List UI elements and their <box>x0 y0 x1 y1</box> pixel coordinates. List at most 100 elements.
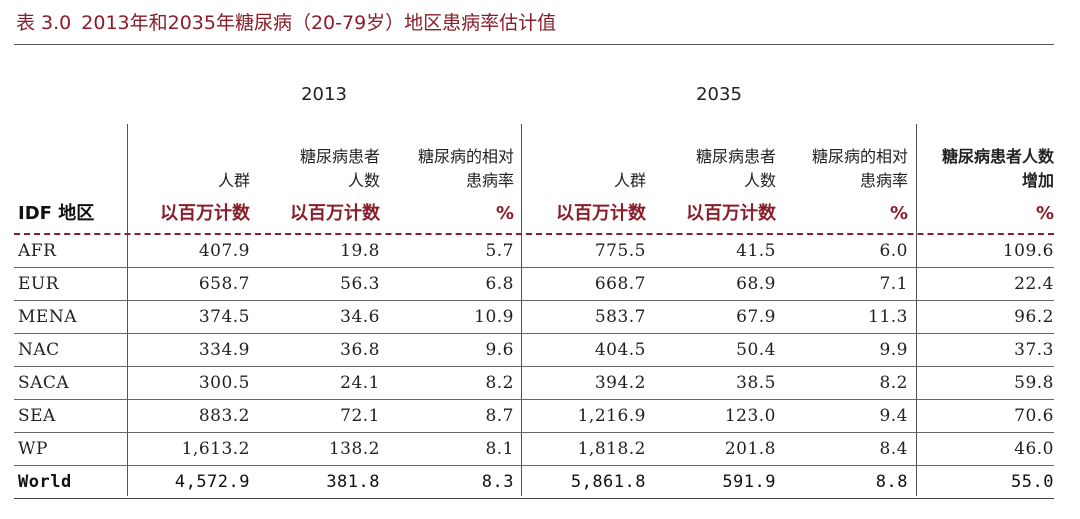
value-cell: 583.7 <box>594 307 646 327</box>
column-header: 糖尿病患者 人数 <box>255 145 380 193</box>
value-cell: 8.8 <box>875 472 908 492</box>
region-cell: WP <box>18 439 48 459</box>
value-cell: 374.5 <box>198 307 250 327</box>
value-cell: 37.3 <box>1014 340 1054 360</box>
column-header: 人群 <box>132 145 250 193</box>
value-cell: 59.8 <box>1014 373 1054 393</box>
region-column-header: IDF 地区 <box>18 203 95 224</box>
value-cell: 34.6 <box>340 307 380 327</box>
region-cell: EUR <box>18 274 60 294</box>
value-cell: 41.5 <box>736 241 776 261</box>
value-cell: 55.0 <box>1011 472 1054 492</box>
title-rule <box>14 44 1054 45</box>
table-row: MENA 374.5 34.6 10.9 583.7 67.9 11.3 96.2 <box>0 301 1080 334</box>
row-divider <box>14 498 1054 499</box>
value-cell: 883.2 <box>198 406 250 426</box>
row-divider <box>14 465 1054 466</box>
value-cell: 381.8 <box>326 472 380 492</box>
column-header-line2: 增加 <box>1021 171 1054 190</box>
value-cell: 24.1 <box>340 373 380 393</box>
value-cell: 8.2 <box>879 373 908 393</box>
value-cell: 4,572.9 <box>174 472 250 492</box>
value-cell: 334.9 <box>198 340 250 360</box>
region-cell: MENA <box>18 307 77 327</box>
value-cell: 8.2 <box>485 373 514 393</box>
column-header-line2: 人群 <box>217 171 250 190</box>
column-unit: 以百万计数 <box>290 203 380 224</box>
row-divider <box>14 300 1054 301</box>
column-header-line1: 糖尿病的相对 <box>417 147 514 166</box>
value-cell: 22.4 <box>1014 274 1054 294</box>
value-cell: 11.3 <box>868 307 908 327</box>
table-row: AFR 407.9 19.8 5.7 775.5 41.5 6.0 109.6 <box>0 235 1080 268</box>
column-unit: % <box>1035 203 1054 224</box>
value-cell: 658.7 <box>198 274 250 294</box>
value-cell: 775.5 <box>594 241 646 261</box>
value-cell: 50.4 <box>736 340 776 360</box>
table-title: 表 3.0 2013年和2035年糖尿病（20-79岁）地区患病率估计值 <box>16 8 556 38</box>
column-header-line2: 患病率 <box>465 171 514 190</box>
value-cell: 300.5 <box>198 373 250 393</box>
value-cell: 109.6 <box>1002 241 1054 261</box>
column-header: 人群 <box>526 145 646 193</box>
value-cell: 138.2 <box>328 439 380 459</box>
table-row: WP 1,613.2 138.2 8.1 1,818.2 201.8 8.4 46.0 <box>0 433 1080 466</box>
table-row: SEA 883.2 72.1 8.7 1,216.9 123.0 9.4 70.6 <box>0 400 1080 433</box>
value-cell: 591.9 <box>722 472 776 492</box>
column-header-line1 <box>526 145 646 169</box>
value-cell: 1,216.9 <box>577 406 646 426</box>
value-cell: 1,613.2 <box>181 439 250 459</box>
table-row: SACA 300.5 24.1 8.2 394.2 38.5 8.2 59.8 <box>0 367 1080 400</box>
value-cell: 394.2 <box>594 373 646 393</box>
group-divider <box>916 124 917 496</box>
column-header-line2: 人数 <box>743 171 776 190</box>
column-header-line2: 患病率 <box>859 171 908 190</box>
column-header-line1: 糖尿病患者 <box>299 147 380 166</box>
value-cell: 123.0 <box>724 406 776 426</box>
value-cell: 10.9 <box>474 307 514 327</box>
region-cell: AFR <box>18 241 57 261</box>
value-cell: 668.7 <box>594 274 646 294</box>
column-unit: 以百万计数 <box>556 203 646 224</box>
value-cell: 70.6 <box>1014 406 1054 426</box>
table-number: 表 3.0 <box>16 12 72 34</box>
value-cell: 9.6 <box>485 340 514 360</box>
value-cell: 5.7 <box>485 241 514 261</box>
region-cell: SACA <box>18 373 70 393</box>
value-cell: 5,861.8 <box>570 472 646 492</box>
value-cell: 56.3 <box>340 274 380 294</box>
value-cell: 1,818.2 <box>577 439 646 459</box>
table-caption: 2013年和2035年糖尿病（20-79岁）地区患病率估计值 <box>81 12 557 34</box>
value-cell: 38.5 <box>736 373 776 393</box>
row-divider <box>14 366 1054 367</box>
value-cell: 201.8 <box>724 439 776 459</box>
value-cell: 407.9 <box>198 241 250 261</box>
value-cell: 404.5 <box>594 340 646 360</box>
value-cell: 36.8 <box>340 340 380 360</box>
column-header: 糖尿病患者人数 增加 <box>920 145 1054 193</box>
header-divider <box>14 233 1054 235</box>
column-unit: 以百万计数 <box>686 203 776 224</box>
value-cell: 6.0 <box>879 241 908 261</box>
value-cell: 96.2 <box>1014 307 1054 327</box>
value-cell: 9.9 <box>879 340 908 360</box>
table-row: NAC 334.9 36.8 9.6 404.5 50.4 9.9 37.3 <box>0 334 1080 367</box>
table-row: EUR 658.7 56.3 6.8 668.7 68.9 7.1 22.4 <box>0 268 1080 301</box>
value-cell: 6.8 <box>485 274 514 294</box>
column-header-line1 <box>132 145 250 169</box>
region-cell: SEA <box>18 406 56 426</box>
column-header: 糖尿病的相对患病率 <box>384 145 514 193</box>
column-unit: % <box>495 203 514 224</box>
column-header-line2: 人群 <box>613 171 646 190</box>
row-divider <box>14 399 1054 400</box>
value-cell: 19.8 <box>340 241 380 261</box>
value-cell: 8.3 <box>481 472 514 492</box>
region-cell: World <box>18 472 72 492</box>
value-cell: 8.7 <box>485 406 514 426</box>
row-divider <box>14 267 1054 268</box>
value-cell: 8.1 <box>485 439 514 459</box>
value-cell: 9.4 <box>879 406 908 426</box>
value-cell: 46.0 <box>1014 439 1054 459</box>
group-divider <box>127 124 128 496</box>
value-cell: 68.9 <box>736 274 776 294</box>
